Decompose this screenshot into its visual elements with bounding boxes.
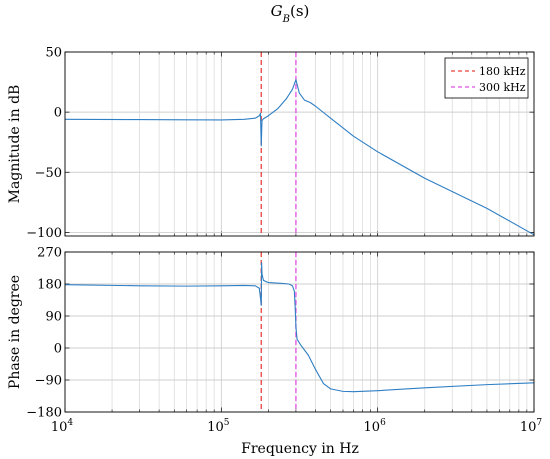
series-line <box>64 79 535 236</box>
y-tick-label: −50 <box>35 166 62 181</box>
y-tick-label: −100 <box>26 226 62 241</box>
y-tick-label: 0 <box>54 342 62 357</box>
y-tick-label: 50 <box>45 46 62 61</box>
x-tick-label: 107 <box>520 418 543 435</box>
magnitude-axis-label: Magnitude in dB <box>7 85 23 204</box>
x-tick-label: 106 <box>364 418 387 435</box>
legend-box <box>444 57 529 99</box>
series-line <box>64 262 535 393</box>
legend-label: 300 kHz <box>479 81 526 94</box>
phase-axis-label: Phase in degree <box>7 275 23 389</box>
legend-label: 180 kHz <box>479 65 526 78</box>
x-axis-label: Frequency in Hz <box>241 441 359 457</box>
y-tick-label: 0 <box>54 106 62 121</box>
y-tick-label: −180 <box>26 406 62 421</box>
y-tick-label: −90 <box>35 374 62 389</box>
x-tick-label: 105 <box>207 418 230 435</box>
x-tick-label: 104 <box>51 418 74 435</box>
y-tick-label: 180 <box>37 278 62 293</box>
phase-panel: 270 180 90 0 −90 −180 <box>26 246 535 421</box>
y-tick-label: 90 <box>45 310 62 325</box>
legend: 180 kHz 300 kHz <box>444 57 529 99</box>
plot-frame <box>64 51 535 237</box>
plot-frame <box>64 251 535 413</box>
chart-title: GB(s) <box>271 2 310 25</box>
y-tick-label: 270 <box>37 246 62 261</box>
